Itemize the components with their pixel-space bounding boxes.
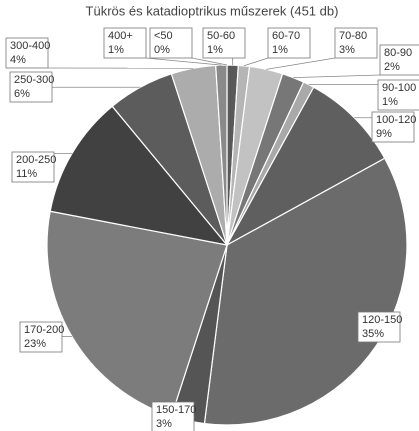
category-label: <50	[154, 30, 173, 42]
value-label: 11%	[16, 168, 37, 180]
category-label: 150-170	[156, 404, 196, 416]
value-label: 1%	[272, 44, 288, 56]
value-label: 1%	[207, 44, 223, 56]
category-label: 50-60	[207, 30, 235, 42]
value-label: 0%	[154, 44, 170, 56]
category-label: 90-100	[382, 82, 416, 94]
value-label: 1%	[382, 96, 398, 108]
value-label: 4%	[10, 54, 26, 66]
leader-line	[243, 57, 269, 67]
category-label: 60-70	[272, 30, 300, 42]
label-box	[19, 321, 63, 353]
label-box	[371, 111, 415, 143]
value-label: 3%	[339, 44, 355, 56]
leader-line	[191, 57, 228, 66]
chart-title: Tükrös és katadioptrikus műszerek (451 d…	[86, 3, 339, 18]
leader-line	[293, 74, 381, 79]
leader-line	[145, 57, 222, 66]
value-label: 23%	[24, 338, 46, 350]
category-label: 100-120	[376, 114, 416, 126]
category-label: 400+	[108, 30, 133, 42]
leader-line	[266, 57, 336, 70]
label-box	[151, 401, 195, 431]
label-box	[103, 27, 147, 59]
category-label: 300-400	[10, 40, 50, 52]
category-label: 170-200	[24, 324, 64, 336]
label-box	[9, 71, 53, 103]
label-box	[357, 311, 401, 343]
label-box	[379, 44, 419, 76]
value-label: 35%	[362, 328, 384, 340]
category-label: 120-150	[362, 314, 402, 326]
slice	[203, 157, 408, 426]
category-label: 70-80	[339, 30, 367, 42]
value-label: 9%	[376, 128, 392, 140]
label-box	[149, 27, 193, 59]
value-label: 2%	[384, 61, 400, 73]
category-label: 200-250	[16, 154, 56, 166]
category-label: 80-90	[384, 47, 412, 59]
label-box	[334, 27, 378, 59]
slice	[49, 105, 229, 246]
value-label: 3%	[156, 418, 172, 430]
label-box	[5, 37, 49, 69]
category-label: 250-300	[14, 74, 54, 86]
label-box	[267, 27, 311, 59]
value-label: 6%	[14, 88, 30, 100]
slices	[46, 64, 408, 426]
label-box	[11, 151, 55, 183]
value-label: 1%	[108, 44, 124, 56]
label-box	[377, 79, 419, 111]
labels: <50 0% 50-60 1% 60-70 1% 70-80 3% 80-90 2% 90-100 1…	[5, 27, 419, 431]
label-box	[202, 27, 246, 59]
